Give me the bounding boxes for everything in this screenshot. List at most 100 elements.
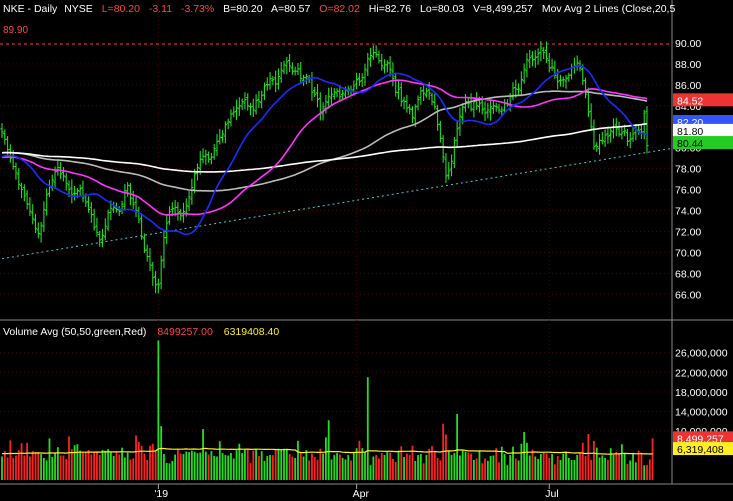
volume-bar [157,340,160,480]
volume-bar [450,455,453,480]
volume-bar [526,442,528,480]
volume-bar [604,457,607,480]
volume-value-red: 8499257.00 [157,326,213,338]
volume-bar [68,436,70,480]
volume-bar [358,440,361,480]
price-bar [357,73,362,86]
volume-bar [109,451,112,480]
exchange: NYSE [64,3,93,15]
volume-bar [299,452,302,480]
price-bar [617,121,621,137]
price-bar [0,123,4,139]
volume-bar [283,448,285,480]
volume-bar [291,456,294,480]
volume-bar [305,450,308,480]
volume-bar [425,455,428,480]
price-bar [134,195,138,218]
volume-bar [403,456,405,480]
price-bar [19,182,24,199]
price-bar [539,41,543,62]
volume-bar [542,452,545,480]
volume-bar [350,460,352,480]
volume-bar [98,455,101,480]
price-bar [399,82,403,107]
volume-bar [405,453,408,480]
price-bar [533,50,537,68]
volume-bar [475,458,478,480]
price-bar [483,101,487,121]
pct-change: -3.73% [181,3,214,15]
volume-bar [42,457,45,480]
volume-bar [26,442,29,480]
price-bar [39,222,43,243]
volume-bar [372,456,375,480]
volume-bar [632,454,634,480]
volume-bar [230,453,232,480]
volume-bar [590,459,593,480]
volume-bar [562,453,565,480]
price-tick-label: 72.00 [675,226,701,238]
price-bar [542,47,546,59]
volume-bar [188,452,190,480]
price-bar [22,184,26,202]
volume-bar [15,455,17,480]
volume-bar [361,448,364,480]
volume-tick-label: 22,000,000 [675,367,728,379]
price-bar [276,68,281,90]
net-change: -3.11 [149,3,172,15]
price-bar [497,103,501,114]
volume-bar [378,458,380,480]
price-bar [388,56,392,77]
volume-bar [629,460,632,480]
price-bar [341,90,345,100]
price-bar [229,109,233,127]
volume-bar [311,453,313,480]
volume-bar [570,459,573,480]
price-bar [332,88,336,100]
volume-bar [280,449,283,480]
price-bar [254,94,258,115]
volume-bar [73,445,76,480]
price-bar [190,178,194,205]
volume-bar [612,455,615,480]
volume-bar [31,451,34,480]
volume-value-yellow: 6319408.40 [224,326,280,338]
volume-bar [249,462,252,480]
volume-bar [347,455,350,480]
volume-bar [146,459,149,480]
volume-bar [168,463,171,480]
volume-bar [537,458,540,480]
price-badge: 80.44 [673,136,733,150]
svg-text:81.80: 81.80 [677,126,703,138]
volume-bar [559,459,562,480]
price-bar [430,92,434,106]
volume-bar [581,442,584,480]
price-bar [422,85,426,102]
volume-bar [400,446,403,480]
volume-bar [489,456,492,480]
volume-bar [204,451,207,480]
volume-bar [620,444,623,480]
volume-bar [137,441,140,480]
price-bar [98,230,102,247]
volume-bar [459,455,461,480]
volume-bar [330,459,333,480]
volume-bar [3,451,6,480]
volume-bar [648,459,651,480]
volume-bar [651,438,654,480]
price-bar [449,154,454,177]
price-bar [536,48,540,65]
volume-bar [40,454,42,480]
price-tick-label: 70.00 [675,247,701,259]
price-bar [553,60,557,79]
ma-200-line [1,123,648,173]
volume-bar [322,453,325,480]
volume-bar [238,443,241,480]
volume-bar [341,457,344,480]
volume-bar [467,452,470,480]
volume-bar [87,450,90,480]
volume-bar [227,455,230,480]
moving-averages [1,65,648,236]
